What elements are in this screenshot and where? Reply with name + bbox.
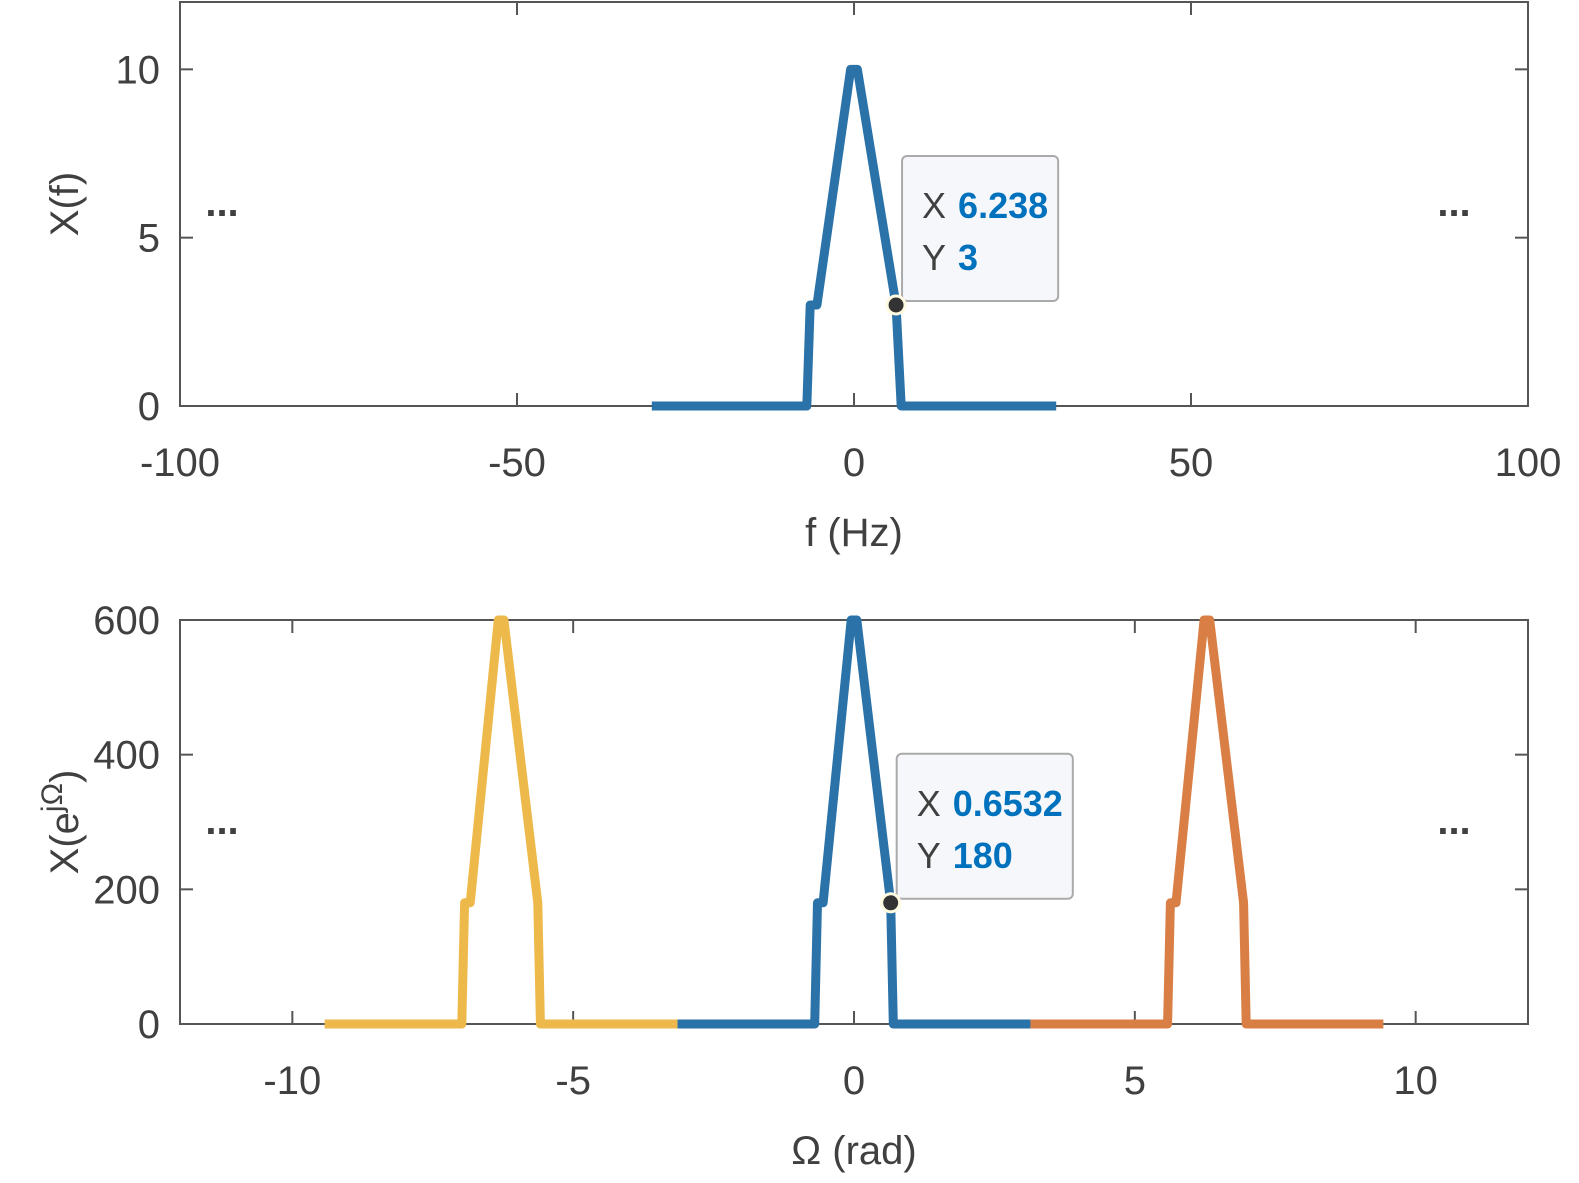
ellipsis-annotation: ... — [1437, 181, 1470, 225]
axes: -100 -50 0 50 100 0 5 10 f (Hz) X(f)...... — [43, 1, 1562, 555]
datatip-point — [880, 892, 902, 914]
datatip-x-label: X — [922, 185, 946, 226]
x-axis-label: f (Hz) — [805, 511, 903, 555]
axes-box — [179, 1, 1529, 407]
datatip-point — [885, 294, 907, 316]
x-tick-label: -100 — [140, 441, 220, 485]
y-tick-label: 400 — [93, 734, 160, 778]
y-tick-label: 5 — [138, 217, 160, 261]
y-axis-label: X(f) — [43, 172, 87, 236]
x-tick-label: 100 — [1495, 441, 1562, 485]
x-tick-label: -50 — [488, 441, 546, 485]
datatip-y-value: 3 — [958, 237, 978, 278]
datatip-y: Y 180 — [917, 835, 1013, 876]
y-tick-label: 0 — [138, 385, 160, 429]
datatip-box — [895, 752, 1074, 900]
datatip-box — [901, 155, 1060, 302]
x-tick-label: 5 — [1124, 1059, 1146, 1103]
datatip-y-label: Y — [922, 237, 946, 278]
datatip-x: X 0.6532 — [917, 783, 1063, 824]
x-tick-label: 0 — [843, 441, 865, 485]
y-tick-label: 0 — [138, 1003, 160, 1047]
series-line — [1030, 615, 1384, 1029]
y-axis-label: X(ejΩ) — [36, 770, 87, 875]
datatip: X 0.6532 Y 180 — [880, 752, 1074, 914]
y-axis-label-part: jΩ — [36, 783, 69, 813]
series-line — [677, 615, 1031, 1029]
x-tick-label: 10 — [1393, 1059, 1438, 1103]
series-line — [324, 615, 678, 1029]
datatip-x-value: 6.238 — [958, 185, 1048, 226]
datatip-x: X 6.238 — [922, 185, 1048, 226]
y-axis-label-part: X(e — [43, 812, 87, 874]
y-tick-label: 10 — [116, 48, 161, 92]
datatip-y-label: Y — [917, 835, 941, 876]
x-tick-label: 50 — [1169, 441, 1214, 485]
datatip-y-value: 180 — [953, 835, 1013, 876]
series-line — [651, 64, 1057, 411]
datatip-x-value: 0.6532 — [953, 783, 1063, 824]
x-axis-label: Ω (rad) — [791, 1129, 916, 1173]
ellipsis-annotation: ... — [1437, 799, 1470, 843]
axes: -10 -5 0 5 10 0 200 400 600 Ω (rad) X(ejΩ)...... — [36, 599, 1529, 1173]
y-tick-label: 200 — [93, 868, 160, 912]
datatip-x-label: X — [917, 783, 941, 824]
x-tick-label: -10 — [263, 1059, 321, 1103]
ellipsis-annotation: ... — [205, 181, 238, 225]
axes-box — [179, 619, 1529, 1025]
datatip: X 6.238 Y 3 — [885, 155, 1060, 316]
x-tick-label: 0 — [843, 1059, 865, 1103]
ellipsis-annotation: ... — [205, 799, 238, 843]
y-tick-label: 600 — [93, 599, 160, 643]
x-tick-label: -5 — [555, 1059, 591, 1103]
y-axis-label-part: ) — [43, 770, 87, 783]
